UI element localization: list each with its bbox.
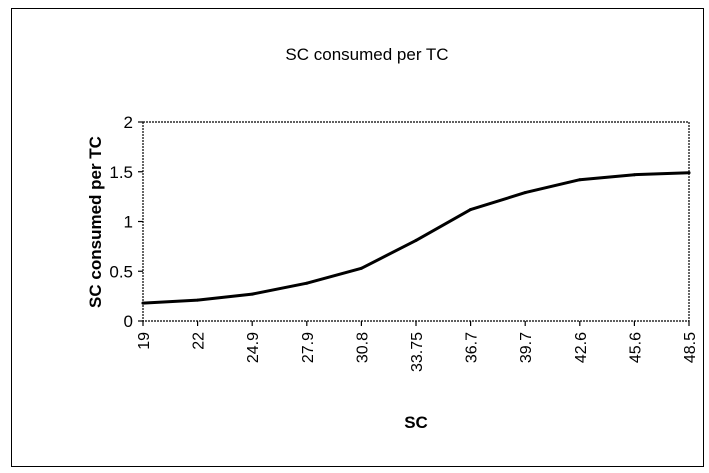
data-point: [196, 298, 200, 302]
y-tick-label: 2: [124, 113, 133, 132]
data-point: [687, 171, 691, 175]
y-tick-label: 0.5: [109, 262, 133, 281]
series-line: [141, 171, 691, 305]
x-tick-label: 39.7: [518, 332, 535, 363]
data-point: [141, 301, 145, 305]
plot-area: [142, 121, 690, 322]
data-point: [305, 281, 309, 285]
x-tick-label: 24.9: [245, 332, 262, 363]
x-tick-label: 45.6: [627, 332, 644, 363]
y-tick-label: 0: [124, 312, 133, 331]
x-tick-label: 30.8: [354, 332, 371, 363]
chart-title: SC consumed per TC: [285, 45, 448, 64]
y-axis: 0 0.5 1 1.5 2: [109, 113, 143, 331]
x-tick-label: 48.5: [682, 332, 699, 363]
x-tick-label: 42.6: [573, 332, 590, 363]
data-point: [578, 178, 582, 182]
x-tick-label: 33.75: [409, 332, 426, 372]
x-tick-label: 36.7: [464, 332, 481, 363]
data-point: [250, 292, 254, 296]
x-tick-label: 19: [136, 332, 153, 350]
data-point: [469, 208, 473, 212]
chart-area: [11, 8, 704, 467]
x-axis-label: SC: [404, 413, 428, 432]
data-point: [414, 238, 418, 242]
series-group: [141, 171, 691, 305]
y-axis-label: SC consumed per TC: [86, 136, 105, 308]
x-tick-label: 27.9: [300, 332, 317, 363]
data-point: [523, 191, 527, 195]
x-tick-label: 22: [191, 332, 208, 350]
y-tick-label: 1: [124, 213, 133, 232]
x-axis: 19 22 24.9 27.9 30.8 33.75 36.7 39.7 42.6 45.6 48.…: [136, 321, 699, 372]
data-point: [632, 173, 636, 177]
data-point: [359, 266, 363, 270]
y-tick-label: 1.5: [109, 163, 133, 182]
